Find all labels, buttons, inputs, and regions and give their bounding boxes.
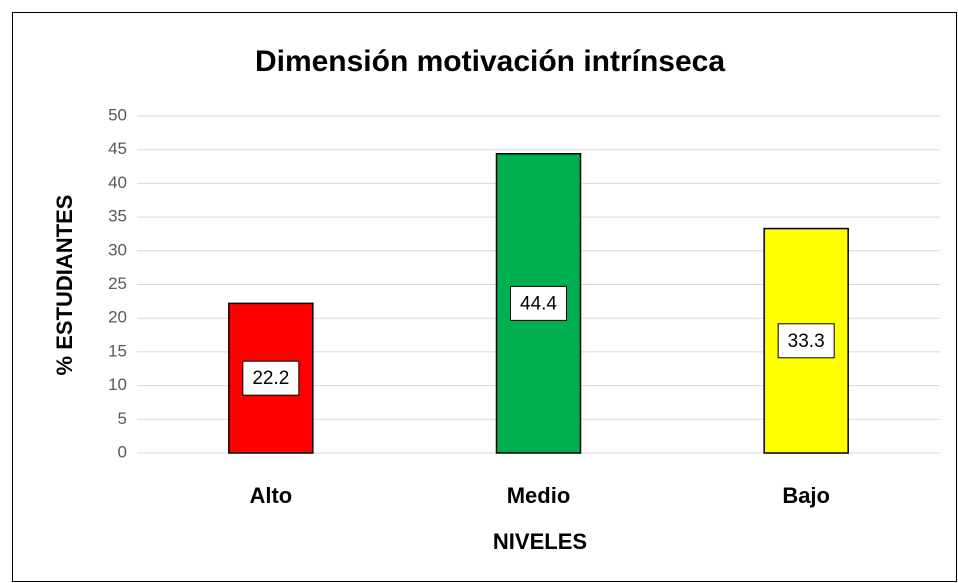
y-tick-label: 40 — [108, 173, 127, 192]
y-tick-label: 50 — [108, 105, 127, 124]
data-label: 22.2 — [252, 368, 289, 389]
y-tick-label: 30 — [108, 240, 127, 259]
x-tick-label: Bajo — [782, 483, 830, 508]
x-tick-label: Medio — [507, 483, 571, 508]
data-label: 44.4 — [520, 293, 557, 314]
y-tick-label: 15 — [108, 341, 127, 360]
y-tick-label: 35 — [108, 207, 127, 226]
y-tick-label: 25 — [108, 274, 127, 293]
y-axis-title: % ESTUDIANTES — [52, 195, 77, 376]
y-tick-label: 45 — [108, 139, 127, 158]
x-axis-title: NIVELES — [493, 529, 587, 554]
chart-title: Dimensión motivación intrínseca — [255, 45, 725, 78]
data-label-box — [242, 360, 300, 396]
y-tick-label: 20 — [108, 308, 127, 327]
data-label-box — [510, 285, 567, 321]
data-label-box — [777, 323, 835, 359]
y-tick-label: 10 — [108, 375, 127, 394]
y-tick-label: 5 — [118, 409, 127, 428]
data-label: 33.3 — [788, 331, 825, 352]
x-tick-label: Alto — [249, 483, 292, 508]
y-tick-label: 0 — [118, 442, 127, 461]
